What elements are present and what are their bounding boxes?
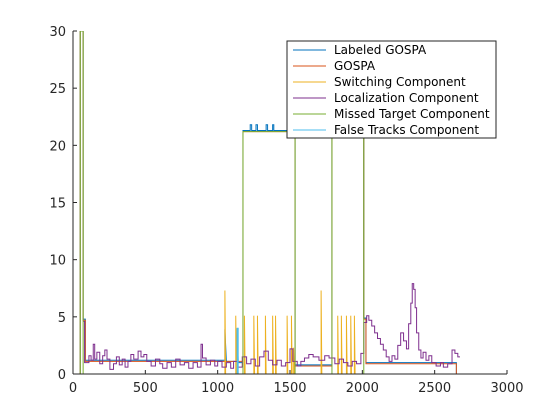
y-tick-label: 5 [58, 311, 66, 326]
x-tick-label: 3000 [490, 381, 523, 396]
x-tick-label: 1500 [273, 381, 306, 396]
legend-label: False Tracks Component [334, 123, 479, 137]
legend-entry: Missed Target Component [293, 107, 490, 121]
x-tick-label: 0 [69, 381, 77, 396]
legend-label: GOSPA [334, 59, 376, 73]
legend-entry: GOSPA [293, 59, 376, 73]
series-line-false-tracks-component [73, 327, 461, 374]
legend-label: Labeled GOSPA [334, 43, 427, 57]
x-tick-label: 500 [133, 381, 158, 396]
y-tick-label: 15 [49, 197, 66, 212]
y-tick-label: 25 [49, 82, 66, 97]
legend-label: Localization Component [334, 91, 479, 105]
y-tick-label: 10 [49, 254, 66, 269]
x-tick-label: 1000 [201, 381, 234, 396]
x-tick-label: 2000 [346, 381, 379, 396]
legend-entry: Localization Component [293, 91, 479, 105]
legend-box [286, 40, 497, 139]
x-axis: 0 500 1000 1500 2000 2500 3000 [69, 370, 524, 396]
legend-entry: False Tracks Component [293, 123, 479, 137]
x-tick-label: 2500 [418, 381, 451, 396]
series-line-localization-component [83, 283, 460, 370]
y-axis: 0 5 10 15 20 25 30 [49, 25, 77, 383]
legend-label: Missed Target Component [334, 107, 490, 121]
legend: Labeled GOSPA GOSPA Switching Component … [286, 40, 497, 139]
legend-entry: Switching Component [293, 75, 466, 89]
y-tick-label: 20 [49, 139, 66, 154]
series-line-switching-component [73, 290, 461, 374]
legend-entry: Labeled GOSPA [293, 43, 427, 57]
y-tick-label: 0 [58, 368, 66, 383]
legend-label: Switching Component [334, 75, 466, 89]
y-tick-label: 30 [49, 25, 66, 40]
